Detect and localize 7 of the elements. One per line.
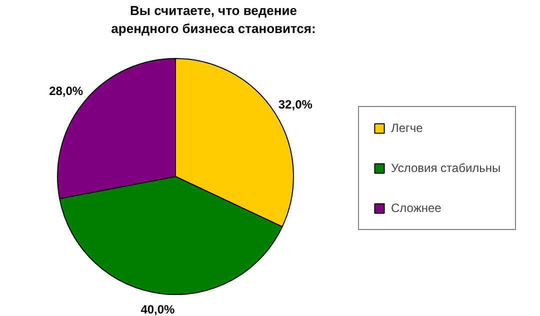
legend-label: Легче [391, 121, 423, 135]
data-label: 40,0% [140, 302, 176, 316]
data-label: 32,0% [278, 98, 313, 112]
data-label: 28,0% [49, 84, 84, 98]
legend-label: Сложнее [391, 201, 442, 215]
chart-title: Вы считаете, что ведение арендного бизнеса становится: [111, 3, 316, 36]
legend-label: Условия стабильны [391, 161, 501, 175]
